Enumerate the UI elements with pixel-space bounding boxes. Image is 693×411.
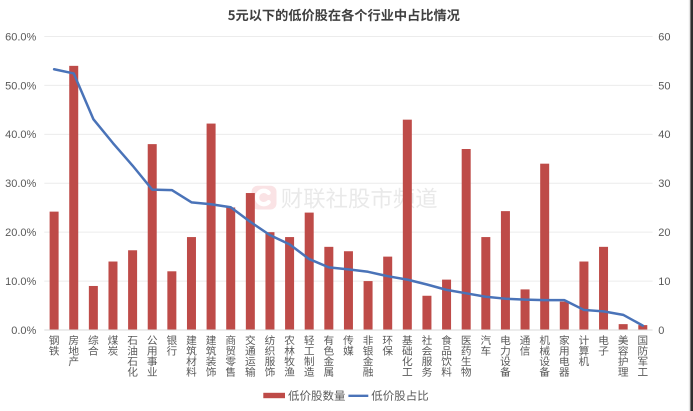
svg-text:60: 60 [658, 31, 670, 43]
svg-text:50.0%: 50.0% [5, 80, 36, 92]
svg-text:0: 0 [658, 325, 664, 337]
svg-text:20: 20 [658, 227, 670, 239]
svg-text:30: 30 [658, 178, 670, 190]
svg-text:30.0%: 30.0% [5, 178, 36, 190]
svg-text:10.0%: 10.0% [5, 276, 36, 288]
svg-text:60.0%: 60.0% [5, 31, 36, 43]
svg-text:0.0%: 0.0% [11, 325, 36, 337]
svg-text:10: 10 [658, 276, 670, 288]
svg-text:20.0%: 20.0% [5, 227, 36, 239]
svg-text:50: 50 [658, 80, 670, 92]
svg-text:40.0%: 40.0% [5, 129, 36, 141]
svg-text:40: 40 [658, 129, 670, 141]
